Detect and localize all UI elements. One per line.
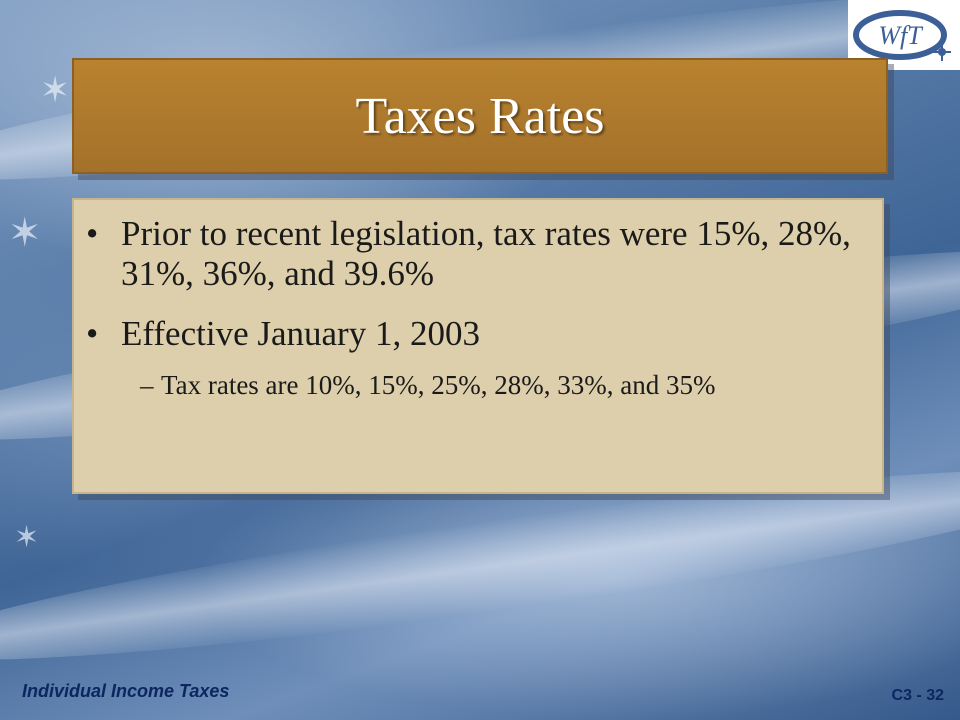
star-icon: ✶: [40, 70, 71, 111]
star-icon: ✶: [14, 520, 40, 555]
sub-bullet-marker: –: [140, 370, 154, 400]
content-panel: • Prior to recent legislation, tax rates…: [72, 198, 884, 494]
bullet-marker: •: [86, 314, 99, 353]
sub-bullet-item: – Tax rates are 10%, 15%, 25%, 28%, 33%,…: [86, 368, 852, 403]
bullet-marker: •: [86, 214, 99, 253]
bullet-item: • Effective January 1, 2003: [86, 314, 852, 354]
star-icon: ✶: [8, 210, 42, 256]
sub-bullet-text: Tax rates are 10%, 15%, 25%, 28%, 33%, a…: [161, 370, 716, 400]
logo-text: WfT: [878, 21, 923, 50]
bullet-text: Prior to recent legislation, tax rates w…: [121, 214, 851, 293]
slide-title: Taxes Rates: [355, 87, 605, 145]
title-panel: Taxes Rates: [72, 58, 888, 174]
bullet-item: • Prior to recent legislation, tax rates…: [86, 214, 852, 294]
bullet-text: Effective January 1, 2003: [121, 314, 480, 353]
footer-slide-number: C3 - 32: [891, 687, 944, 704]
footer-course-title: Individual Income Taxes: [22, 681, 230, 701]
wft-logo-icon: WfT: [853, 10, 951, 61]
